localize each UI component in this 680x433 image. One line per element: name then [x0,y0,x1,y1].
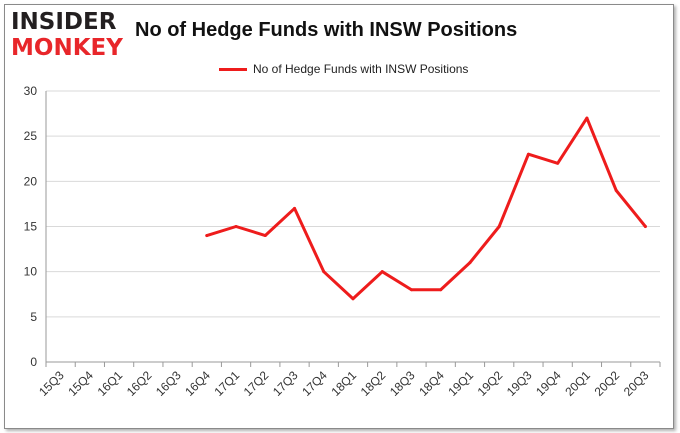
data-point [380,270,384,274]
y-tick-label: 0 [30,355,37,369]
chart-legend: No of Hedge Funds with INSW Positions [219,60,468,78]
data-point [497,225,501,228]
x-tick-label: 18Q3 [387,368,418,399]
data-point [643,225,647,228]
data-point [293,206,297,210]
data-point [205,234,209,238]
axis-layer [45,91,661,367]
y-tick-label: 5 [30,310,37,324]
x-tick-label: 17Q4 [299,368,330,399]
data-point [614,188,618,192]
x-tick-label: 16Q4 [182,368,213,399]
series-layer [205,116,647,301]
x-tick-label: 18Q2 [358,368,389,399]
data-point [234,225,238,228]
x-tick-label: 16Q1 [95,368,126,399]
logo-line-2: MONKEY [11,35,123,61]
y-tick-label: 10 [24,265,38,279]
x-tick-label: 16Q3 [153,368,184,399]
data-point [585,116,589,120]
x-tick-label: 17Q2 [241,368,272,399]
chart-frame: INSIDER MONKEY No of Hedge Funds with IN… [4,4,674,429]
data-point [322,270,326,274]
x-tick-label: 18Q1 [328,368,359,399]
x-tick-label: 15Q4 [65,368,96,399]
legend-swatch [219,67,247,71]
x-tick-label: 20Q2 [592,368,623,399]
y-tick-label: 30 [24,84,38,98]
x-tick-label: 17Q1 [212,368,243,399]
data-point [556,161,560,165]
series-line [205,116,647,301]
legend-label: No of Hedge Funds with INSW Positions [253,62,469,76]
x-tick-label: 19Q4 [533,368,564,399]
x-tick-label: 20Q1 [562,368,593,399]
data-point [263,234,267,238]
x-tick-label: 17Q3 [270,368,301,399]
x-tick-label: 19Q1 [445,368,476,399]
data-point [409,288,413,292]
grid-layer [46,90,660,363]
logo-line-1: INSIDER [11,9,117,35]
x-tick-label: 19Q2 [475,368,506,399]
label-layer: 0 5 10 15 20 25 30 15Q315Q416Q116Q216Q316Q417Q1… [24,84,652,399]
x-tick-label: 19Q3 [504,368,535,399]
insider-monkey-logo: INSIDER MONKEY [11,9,131,63]
data-point [468,261,472,265]
chart-title: No of Hedge Funds with INSW Positions [135,19,518,41]
x-tick-label: 15Q3 [36,368,67,399]
y-tick-label: 25 [24,129,38,143]
y-tick-label: 15 [24,220,38,234]
y-tick-label: 20 [24,174,38,188]
x-tick-label: 18Q4 [416,368,447,399]
data-point [439,288,443,292]
data-point [526,152,530,156]
x-tick-label: 20Q3 [621,368,652,399]
x-tick-label: 16Q2 [124,368,155,399]
data-point [351,297,355,301]
